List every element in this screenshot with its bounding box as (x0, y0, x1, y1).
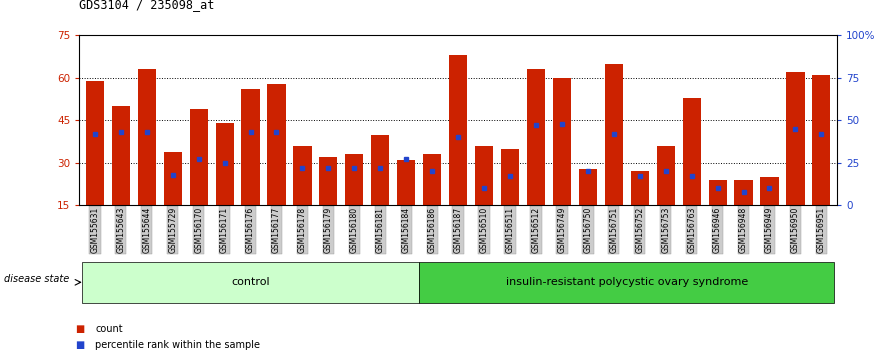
Bar (760, 177, 779, 205)
Text: count: count (95, 324, 122, 334)
Bar (475, 146, 493, 205)
Bar (345, 154, 363, 205)
Text: insulin-resistant polycystic ovary syndrome: insulin-resistant polycystic ovary syndr… (506, 277, 748, 287)
Bar (189, 109, 208, 205)
Text: ■: ■ (75, 324, 84, 334)
Bar (501, 149, 519, 205)
Bar (268, 84, 285, 205)
Bar (112, 106, 130, 205)
Bar (319, 157, 337, 205)
Bar (631, 171, 648, 205)
Bar (423, 154, 441, 205)
Bar (371, 135, 389, 205)
Bar (241, 89, 260, 205)
Bar (216, 123, 233, 205)
Bar (735, 180, 752, 205)
Text: percentile rank within the sample: percentile rank within the sample (95, 340, 260, 350)
Bar (552, 78, 571, 205)
Bar (293, 146, 312, 205)
Bar (812, 75, 831, 205)
Bar (137, 69, 156, 205)
Bar (708, 180, 727, 205)
Bar (85, 81, 104, 205)
Bar (604, 64, 623, 205)
Bar (397, 160, 415, 205)
Text: ■: ■ (75, 340, 84, 350)
Text: GDS3104 / 235098_at: GDS3104 / 235098_at (79, 0, 215, 11)
Bar (449, 55, 467, 205)
Bar (527, 69, 545, 205)
Bar (579, 169, 597, 205)
Bar (683, 98, 700, 205)
Bar (656, 146, 675, 205)
Bar (164, 152, 181, 205)
Text: control: control (231, 277, 270, 287)
Text: disease state: disease state (4, 274, 70, 284)
Bar (787, 72, 804, 205)
